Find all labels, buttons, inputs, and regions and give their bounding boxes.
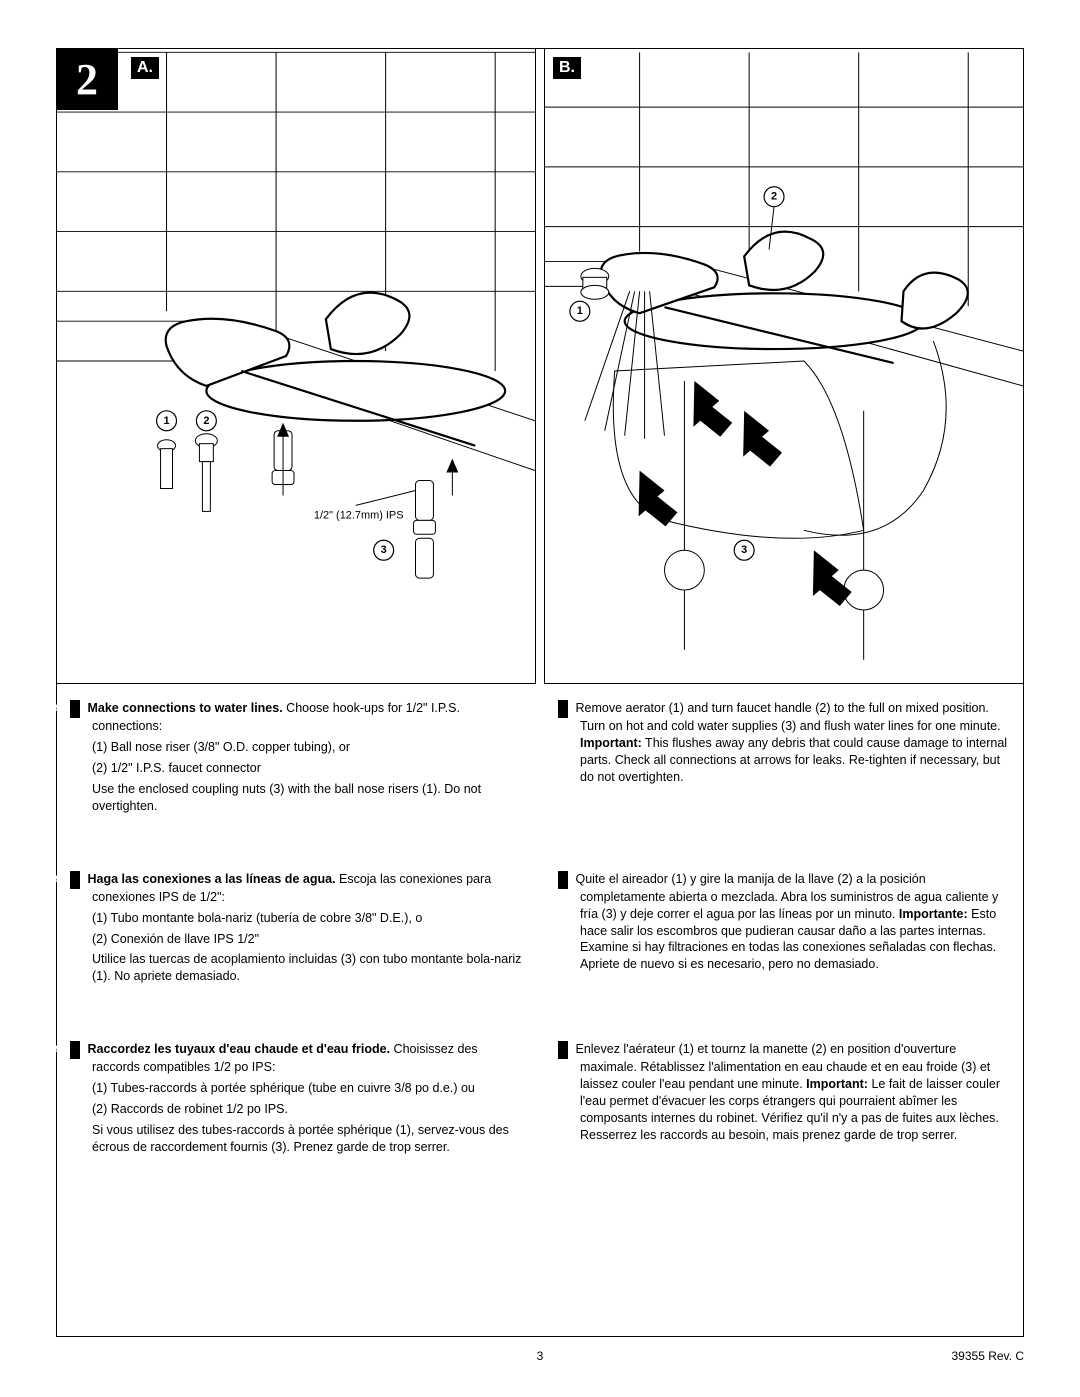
- svg-text:1: 1: [163, 415, 169, 427]
- en-a-item1: (1) Ball nose riser (3/8" O.D. copper tu…: [70, 739, 522, 756]
- callout-b1: 1: [570, 301, 590, 321]
- callout-a2: 2: [196, 411, 216, 431]
- badge-a-fr: A.: [70, 1041, 80, 1059]
- page-footer: 3 39355 Rev. C: [56, 1349, 1024, 1363]
- page: 2 A.: [0, 0, 1080, 1397]
- supply-right: [414, 481, 436, 579]
- fr-b-imp: Important:: [806, 1077, 868, 1091]
- faucet-b: [601, 232, 924, 363]
- aerator: [581, 268, 609, 299]
- english-col-b: B. Remove aerator (1) and turn faucet ha…: [558, 700, 1010, 819]
- en-b-pre: Remove aerator (1) and turn faucet handl…: [575, 701, 1000, 733]
- svg-text:2: 2: [771, 191, 777, 203]
- panel-a-label: A.: [131, 57, 159, 79]
- badge-b-es: B.: [558, 871, 568, 889]
- tile-wall: [57, 52, 535, 371]
- step-number-badge: 2: [56, 48, 118, 110]
- french-col-b: B. Enlevez l'aérateur (1) et tournz la m…: [558, 1041, 1010, 1160]
- badge-b-fr: B.: [558, 1041, 568, 1059]
- svg-text:1: 1: [577, 305, 583, 317]
- spanish-col-a: A. Haga las conexiones a las líneas de a…: [70, 871, 522, 990]
- diagram-b-svg: 1 2 3: [545, 49, 1023, 683]
- callout-a1: 1: [157, 411, 177, 431]
- es-a-item2: (2) Conexión de llave IPS 1/2": [70, 931, 522, 948]
- english-block: A. Make connections to water lines. Choo…: [70, 700, 1010, 819]
- badge-b-en: B.: [558, 700, 568, 718]
- es-a-tail: Utilice las tuercas de acoplamiento incl…: [70, 951, 522, 985]
- svg-text:2: 2: [203, 415, 209, 427]
- riser-part-1: [158, 440, 176, 489]
- french-block: A. Raccordez les tuyaux d'eau chaude et …: [70, 1041, 1010, 1160]
- es-b-imp: Importante:: [899, 907, 968, 921]
- es-a-item1: (1) Tubo montante bola-nariz (tubería de…: [70, 910, 522, 927]
- ips-note: 1/2" (12.7mm) IPS: [314, 509, 404, 521]
- svg-text:3: 3: [381, 544, 387, 556]
- en-a-bold: Make connections to water lines.: [87, 701, 282, 715]
- es-a-bold: Haga las conexiones a las líneas de agua…: [87, 872, 335, 886]
- en-a-tail: Use the enclosed coupling nuts (3) with …: [70, 781, 522, 815]
- page-number: 3: [56, 1349, 1024, 1363]
- badge-a-es: A.: [70, 871, 80, 889]
- badge-a-en: A.: [70, 700, 80, 718]
- arrow-up-2: [446, 459, 458, 496]
- panel-b: B.: [544, 48, 1024, 684]
- panel-b-label: B.: [553, 57, 581, 79]
- fr-a-tail: Si vous utilisez des tubes-raccords à po…: [70, 1122, 522, 1156]
- french-col-a: A. Raccordez les tuyaux d'eau chaude et …: [70, 1041, 522, 1160]
- instruction-text: A. Make connections to water lines. Choo…: [70, 700, 1010, 1160]
- fr-a-item1: (1) Tubes-raccords à portée sphérique (t…: [70, 1080, 522, 1097]
- en-b-imp: Important:: [580, 736, 642, 750]
- diagram-a-svg: 1/2" (12.7mm) IPS 1 2 3: [57, 49, 535, 683]
- en-a-item2: (2) 1/2" I.P.S. faucet connector: [70, 760, 522, 777]
- english-col-a: A. Make connections to water lines. Choo…: [70, 700, 522, 819]
- callout-a3: 3: [374, 540, 394, 560]
- spanish-block: A. Haga las conexiones a las líneas de a…: [70, 871, 1010, 990]
- callout-b3: 3: [734, 540, 754, 560]
- step-number: 2: [76, 54, 98, 105]
- en-b-post: This flushes away any debris that could …: [580, 736, 1007, 784]
- diagram-row: A.: [56, 48, 1024, 684]
- svg-text:3: 3: [741, 544, 747, 556]
- spanish-col-b: B. Quite el aireador (1) y gire la manij…: [558, 871, 1010, 990]
- riser-part-2: [195, 434, 217, 512]
- fr-a-item2: (2) Raccords de robinet 1/2 po IPS.: [70, 1101, 522, 1118]
- fr-a-bold: Raccordez les tuyaux d'eau chaude et d'e…: [87, 1042, 390, 1056]
- panel-a: A.: [56, 48, 536, 684]
